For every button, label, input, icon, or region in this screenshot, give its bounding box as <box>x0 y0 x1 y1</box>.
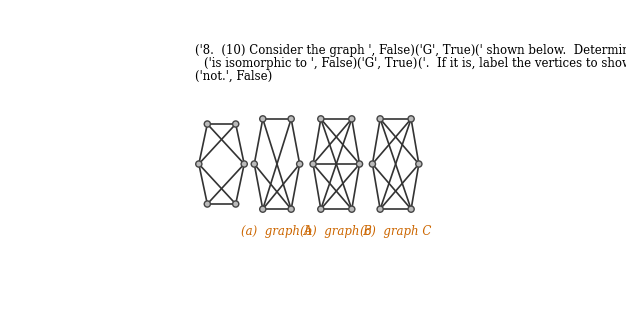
Circle shape <box>318 206 324 212</box>
Circle shape <box>416 161 422 167</box>
Circle shape <box>288 206 294 212</box>
Circle shape <box>297 161 303 167</box>
Circle shape <box>288 116 294 122</box>
Text: ('G', True): ('G', True) <box>415 44 475 57</box>
Circle shape <box>251 161 257 167</box>
Text: (' shown below.  Determine whether each of the following graphs', False): (' shown below. Determine whether each o… <box>475 44 626 57</box>
Circle shape <box>408 116 414 122</box>
Text: (a)  graph A: (a) graph A <box>242 225 312 238</box>
Circle shape <box>260 206 266 212</box>
Circle shape <box>233 121 239 127</box>
Text: ('8.  (10) Consider the graph ', False): ('8. (10) Consider the graph ', False) <box>195 44 415 57</box>
Text: ('G', True): ('G', True) <box>357 57 418 70</box>
Text: (c)  graph C: (c) graph C <box>360 225 431 238</box>
Circle shape <box>349 206 355 212</box>
Circle shape <box>408 206 414 212</box>
Circle shape <box>377 116 383 122</box>
Circle shape <box>377 206 383 212</box>
Circle shape <box>241 161 247 167</box>
Text: ('.  If it is, label the vertices to show the isomorphism.  If not, show why', F: ('. If it is, label the vertices to show… <box>418 57 626 70</box>
Circle shape <box>318 116 324 122</box>
Circle shape <box>356 161 362 167</box>
Circle shape <box>233 201 239 207</box>
Circle shape <box>310 161 316 167</box>
Circle shape <box>369 161 376 167</box>
Text: (b)  graph B: (b) graph B <box>300 225 372 238</box>
Circle shape <box>349 116 355 122</box>
Circle shape <box>204 201 210 207</box>
Text: ('not.', False): ('not.', False) <box>195 70 272 83</box>
Circle shape <box>204 121 210 127</box>
Text: ('is isomorphic to ', False): ('is isomorphic to ', False) <box>204 57 357 70</box>
Circle shape <box>196 161 202 167</box>
Circle shape <box>260 116 266 122</box>
